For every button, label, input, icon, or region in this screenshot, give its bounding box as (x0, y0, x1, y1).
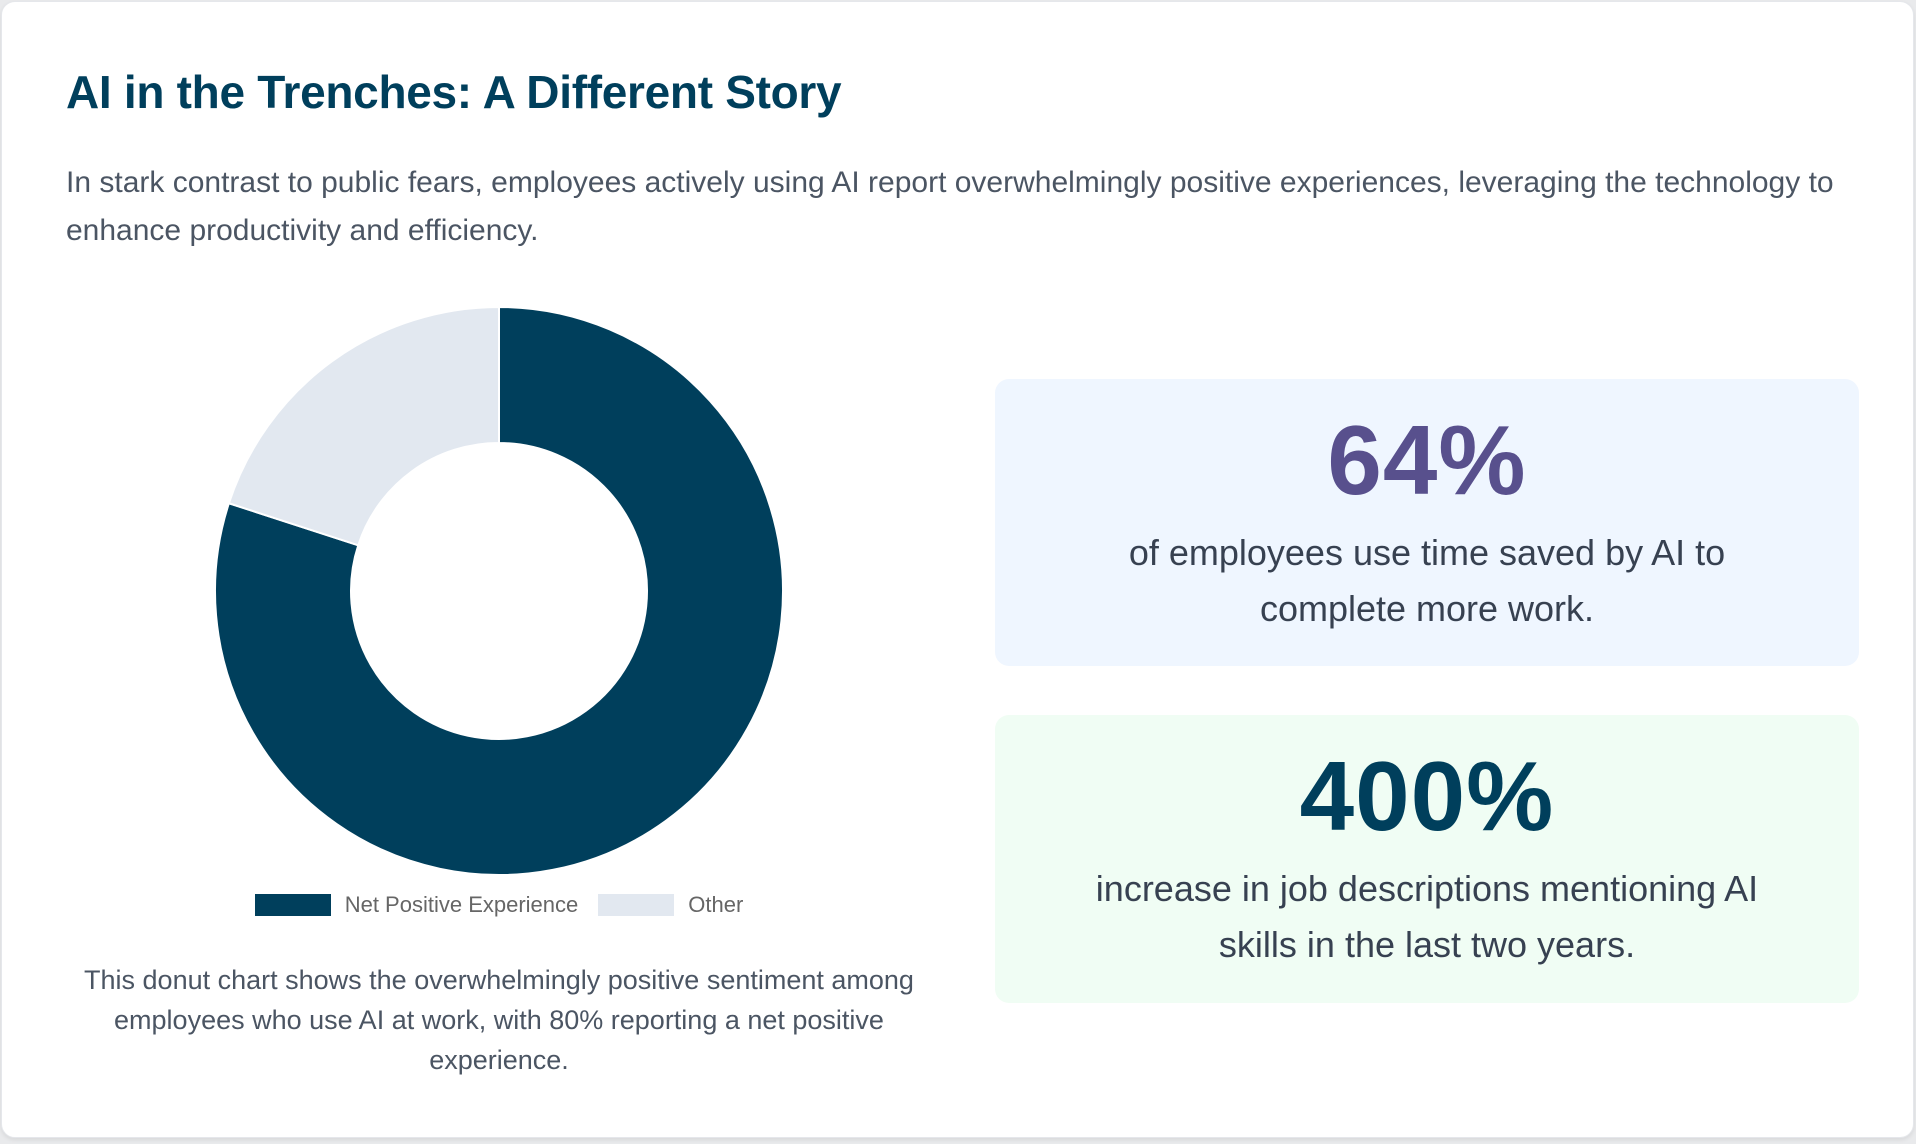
legend-label-net-positive: Net Positive Experience (344, 892, 579, 917)
stat-card-job-descriptions: 400% increase in job descriptions mentio… (995, 715, 1859, 1003)
legend-item-net-positive[interactable]: Net Positive Experience (254, 892, 579, 918)
stat-value: 400% (1299, 741, 1555, 851)
donut-slices (214, 305, 784, 876)
chart-caption: This donut chart shows the overwhelmingl… (84, 965, 914, 1075)
legend-swatch-net-positive (254, 894, 331, 916)
chart-legend: Net Positive Experience Other (66, 892, 932, 918)
stat-value: 64% (1327, 405, 1527, 515)
donut-chart[interactable] (66, 292, 932, 882)
page-title: AI in the Trenches: A Different Story (66, 66, 842, 118)
stat-card-time-saved: 64% of employees use time saved by AI to… (995, 379, 1859, 666)
intro-paragraph: In stark contrast to public fears, emplo… (66, 166, 1834, 247)
legend-swatch-other (598, 894, 675, 916)
chart-section: Net Positive Experience Other This donut… (66, 292, 932, 1092)
legend-item-other[interactable]: Other (598, 892, 743, 918)
donut-slice-net-positive-experience[interactable] (214, 305, 784, 876)
donut-slice-other[interactable] (227, 305, 500, 547)
legend-label-other: Other (688, 892, 744, 917)
stat-description: increase in job descriptions mentioning … (1095, 868, 1759, 965)
stat-description: of employees use time saved by AI to com… (1128, 532, 1726, 629)
